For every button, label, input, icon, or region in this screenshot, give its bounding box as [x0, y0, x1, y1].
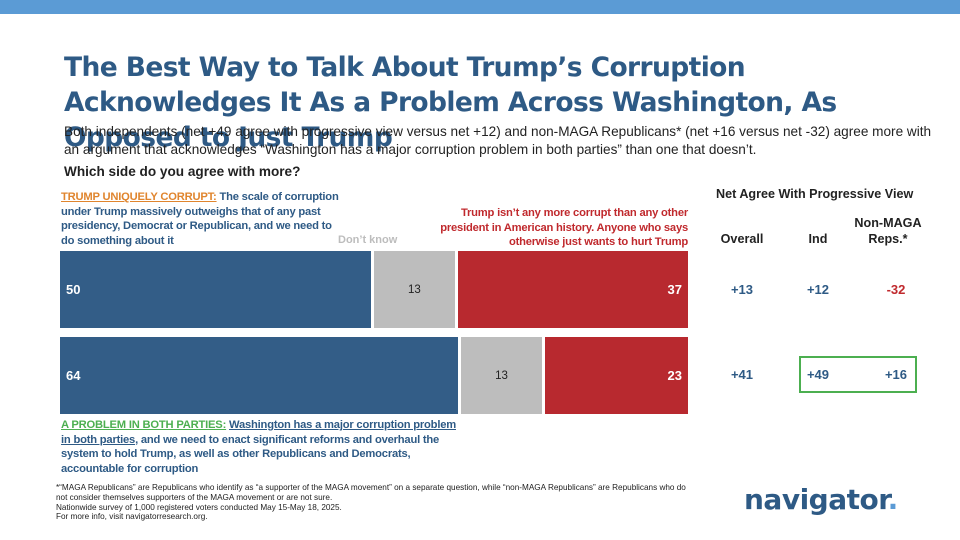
net-row1-ind: +12: [806, 282, 830, 297]
col-header-overall: Overall: [720, 232, 764, 246]
col-header-nonmaga: Non-MAGA Reps.*: [848, 215, 928, 247]
bar-row2-dont-know: 13: [461, 337, 542, 414]
argument-left-text: The scale of corruption under Trump mass…: [61, 191, 339, 247]
bar-row1-opposing-label: 37: [667, 282, 682, 297]
argument-trump-not-more-corrupt: Trump isn’t any more corrupt than any ot…: [440, 207, 688, 249]
net-row2-overall: +41: [730, 367, 754, 382]
bar-row1-progressive: 50: [60, 251, 371, 328]
highlight-box: [799, 356, 917, 393]
page-title: The Best Way to Talk About Trump’s Corru…: [64, 52, 837, 153]
footnote-info: For more info, visit navigatorresearch.o…: [56, 512, 208, 522]
net-row1-overall: +13: [730, 282, 754, 297]
argument-bottom-text: , and we need to enact significant refor…: [61, 433, 440, 475]
bar-row-2: 64 13 23: [60, 337, 688, 414]
footnote-survey: Nationwide survey of 1,000 registered vo…: [56, 502, 342, 512]
bar-row1-progressive-label: 50: [66, 282, 81, 297]
page-subtitle: Both independents (net +49 agree with pr…: [64, 124, 932, 157]
col-header-nonmaga-line1: Non-MAGA: [854, 216, 922, 230]
bar-row-1: 50 13 37: [60, 251, 688, 328]
bar-row1-dont-know: 13: [374, 251, 455, 328]
logo-text: navigator: [744, 483, 888, 516]
bar-row2-opposing-label: 23: [667, 368, 682, 383]
navigator-logo: navigator.: [744, 483, 898, 516]
survey-question: Which side do you agree with more?: [64, 164, 301, 179]
argument-bottom-highlight: A PROBLEM IN BOTH PARTIES:: [61, 419, 227, 431]
argument-trump-uniquely-corrupt: TRUMP UNIQUELY CORRUPT: The scale of cor…: [61, 190, 339, 248]
dont-know-label: Don’t know: [338, 234, 398, 246]
bar-row1-opposing: 37: [457, 251, 688, 328]
bar-row2-progressive: 64: [60, 337, 459, 414]
net-row2-nonmaga: +16: [884, 367, 908, 382]
argument-bottom-underlined: Washington has a major corruption proble…: [61, 419, 456, 446]
bar-row2-opposing: 23: [544, 337, 688, 414]
argument-problem-in-both-parties: A PROBLEM IN BOTH PARTIES: Washington ha…: [61, 418, 461, 476]
bar-row2-progressive-label: 64: [66, 368, 81, 383]
net-row2-ind: +49: [806, 367, 830, 382]
footnote: *“MAGA Republicans” are Republicans who …: [56, 483, 696, 522]
top-accent-bar: [0, 0, 960, 14]
bar-row2-dont-know-label: 13: [495, 369, 508, 382]
net-row1-nonmaga: -32: [886, 282, 906, 297]
col-header-ind: Ind: [808, 232, 828, 246]
logo-dot: .: [887, 483, 899, 516]
col-header-nonmaga-line2: Reps.*: [868, 232, 908, 246]
argument-left-highlight: TRUMP UNIQUELY CORRUPT:: [61, 191, 217, 203]
footnote-maga-definition: *“MAGA Republicans” are Republicans who …: [56, 483, 686, 502]
net-table-title: Net Agree With Progressive View: [716, 187, 914, 201]
bar-row1-dont-know-label: 13: [408, 283, 421, 296]
